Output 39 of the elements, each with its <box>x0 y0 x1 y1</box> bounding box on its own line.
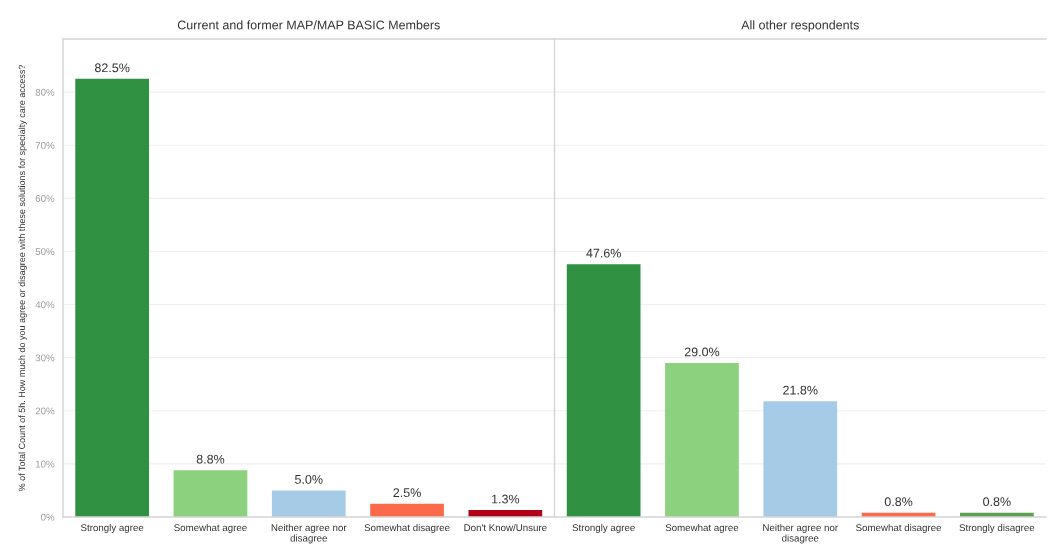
y-tick-label: 80% <box>35 88 55 96</box>
chart-title: Current and former MAP/MAP BASIC Members <box>177 20 440 30</box>
bar <box>763 401 838 517</box>
data-label: 2.5% <box>393 488 421 498</box>
data-label: 5.0% <box>295 474 323 484</box>
x-tick-label: Somewhat disagree <box>856 523 942 534</box>
data-label: 1.3% <box>492 494 520 504</box>
y-tick-label: 70% <box>35 141 55 149</box>
x-tick-label: Somewhat agree <box>665 523 739 534</box>
x-tick-label: Strongly disagree <box>959 523 1035 534</box>
data-label: 29.0% <box>684 347 720 357</box>
x-tick-label: Strongly agree <box>572 523 635 534</box>
y-tick-label: 10% <box>35 460 55 468</box>
bar <box>566 264 641 517</box>
data-label: 0.8% <box>884 497 913 507</box>
chart-title: All other respondents <box>741 20 859 32</box>
y-tick-label: 0% <box>40 513 55 521</box>
data-label: 8.8% <box>196 454 225 464</box>
x-tick-label: Don't Know/Unsure <box>464 523 547 532</box>
x-tick-label: Neither agree nor disagree <box>763 523 838 544</box>
y-tick-label: 40% <box>35 301 55 309</box>
x-tick-label: Somewhat agree <box>174 523 247 534</box>
data-label: 0.8% <box>983 497 1011 507</box>
data-label: 47.6% <box>586 248 621 258</box>
x-tick-label: Neither agree nor disagree <box>271 523 347 544</box>
data-label: 21.8% <box>783 385 818 395</box>
y-tick-label: 50% <box>35 248 55 256</box>
bar <box>271 490 346 517</box>
data-label: 82.5% <box>94 63 130 73</box>
x-tick-label: Somewhat disagree <box>364 523 450 534</box>
y-tick-label: 30% <box>35 354 55 362</box>
y-tick-label: 60% <box>35 195 55 202</box>
bar <box>665 362 739 517</box>
y-axis-title: % of Total Count of 5h. How much do you agree or disagree with these solutions for specialty care access? <box>18 64 27 492</box>
bar <box>75 78 150 517</box>
x-tick-label: Strongly agree <box>80 523 144 534</box>
y-tick-label: 20% <box>35 407 55 415</box>
bar <box>370 503 444 517</box>
bar <box>173 470 248 517</box>
